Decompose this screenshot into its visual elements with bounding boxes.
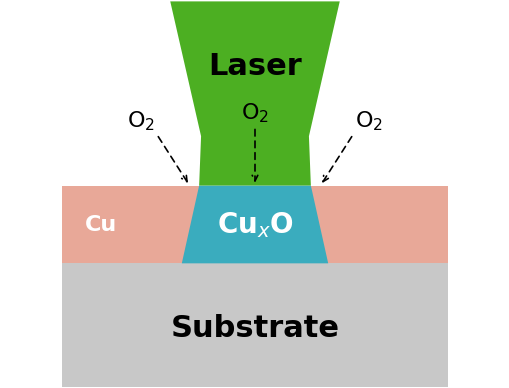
Bar [62,263,447,386]
Polygon shape [181,185,328,263]
Polygon shape [170,2,339,185]
Text: Cu: Cu [84,215,117,235]
Bar [62,186,447,263]
Text: Laser: Laser [208,52,301,81]
Text: O$_2$: O$_2$ [354,109,382,133]
Text: Substrate: Substrate [170,314,339,343]
Text: Cu$_x$O: Cu$_x$O [216,210,293,240]
Text: O$_2$: O$_2$ [241,101,268,125]
Text: O$_2$: O$_2$ [127,109,155,133]
